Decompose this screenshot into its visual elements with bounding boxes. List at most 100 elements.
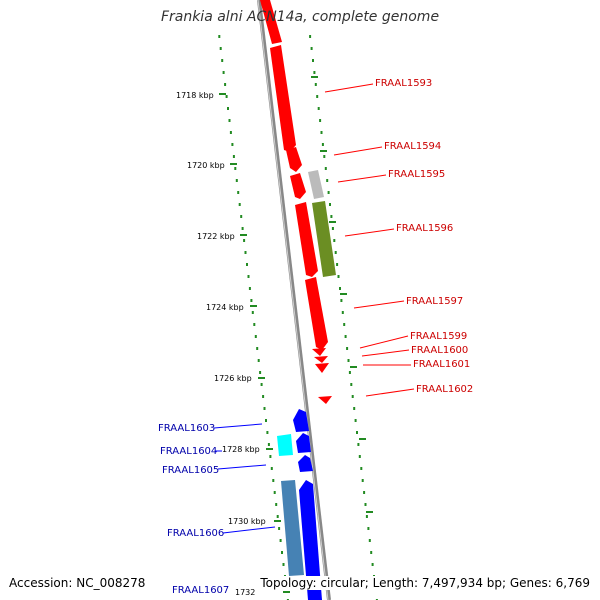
left-guide-dot — [232, 155, 235, 158]
right-guide-dot — [347, 359, 350, 362]
right-guide-dot — [310, 47, 313, 50]
left-guide-dot — [221, 59, 224, 62]
gene-label-fraal1593[interactable]: FRAAL1593 — [375, 78, 432, 89]
right-guide-dot — [340, 299, 343, 302]
right-guide-dot — [339, 287, 341, 290]
left-guide-dot — [278, 527, 281, 530]
right-guide-dot — [329, 203, 331, 206]
right-guide-dot — [370, 551, 373, 554]
right-guide-dot — [351, 395, 354, 398]
gene-arrow-fraal1599[interactable] — [312, 348, 326, 356]
right-guide-dot — [360, 467, 363, 470]
right-guide-dot — [356, 431, 358, 434]
gene-arrow-fraal1594[interactable] — [286, 147, 302, 172]
gene-label-fraal1597[interactable]: FRAAL1597 — [406, 296, 463, 307]
gene-block-gray[interactable] — [308, 170, 324, 199]
left-guide-dot — [250, 299, 253, 302]
gene-block-cyan[interactable] — [277, 434, 293, 456]
gene-label-fraal1607[interactable]: FRAAL1607 — [172, 585, 229, 596]
gene-arrow-fraal1592[interactable] — [260, 0, 282, 44]
gene-arrow-fraal1601[interactable] — [315, 363, 329, 373]
gene-arrow-fraal1595-fwd[interactable] — [290, 173, 306, 199]
right-guide-dot — [327, 191, 330, 194]
gene-label-fraal1606[interactable]: FRAAL1606 — [167, 528, 224, 539]
scale-label-1722: 1722 kbp — [197, 232, 235, 241]
right-guide-dot — [350, 383, 353, 386]
gene-label-fraal1601[interactable]: FRAAL1601 — [413, 359, 470, 370]
gene-arrow-fraal1603[interactable] — [293, 409, 309, 432]
right-guide-dot — [348, 371, 351, 374]
gene-label-fraal1596[interactable]: FRAAL1596 — [396, 223, 453, 234]
left-guide-dot — [263, 407, 266, 410]
right-guide-dot — [334, 251, 337, 254]
gene-label-fraal1605[interactable]: FRAAL1605 — [162, 465, 219, 476]
gene-arrow-fraal1607[interactable] — [308, 594, 322, 600]
major-tick-right — [350, 366, 357, 368]
right-guide-dot — [358, 455, 361, 458]
left-guide-dot — [224, 83, 227, 86]
left-guide-dot — [269, 455, 272, 458]
right-guide-dot — [365, 515, 368, 518]
left-guide-dot — [275, 503, 278, 506]
right-guide-dot — [343, 323, 346, 326]
right-guide-dot — [361, 479, 364, 482]
gene-arrow-fraal1606[interactable] — [299, 480, 322, 600]
gene-arrow-fraal1596-fwd[interactable] — [295, 202, 318, 277]
major-tick-right — [366, 511, 373, 513]
gene-label-fraal1600[interactable]: FRAAL1600 — [411, 345, 468, 356]
major-tick-left — [283, 591, 290, 593]
right-guide-dot — [317, 107, 320, 110]
right-gene-labels: FRAAL1593 FRAAL1594 FRAAL1595 FRAAL1596 … — [324, 78, 473, 397]
gene-block-olive[interactable] — [312, 201, 336, 277]
left-guide-dot — [279, 539, 282, 542]
right-guide-dot — [314, 83, 317, 86]
gene-block-steel[interactable] — [281, 480, 304, 576]
gene-arrow-fraal1593[interactable] — [270, 45, 296, 152]
right-guide-dot — [346, 347, 349, 350]
gene-label-fraal1595[interactable]: FRAAL1595 — [388, 169, 445, 180]
major-tick-right — [311, 76, 318, 78]
left-guide-dot — [241, 227, 244, 230]
gene-label-fraal1594[interactable]: FRAAL1594 — [384, 141, 441, 152]
right-guide-dot — [326, 179, 329, 182]
left-guide-dot — [262, 395, 265, 398]
gene-label-fraal1604[interactable]: FRAAL1604 — [160, 446, 217, 457]
scale-label-1724: 1724 kbp — [206, 303, 244, 312]
gene-arrow-fraal1597[interactable] — [305, 277, 328, 350]
right-guide-dot — [353, 407, 356, 410]
major-tick-left — [258, 377, 265, 379]
left-guide-dot — [219, 47, 222, 50]
gene-arrow-fraal1602[interactable] — [318, 396, 332, 404]
right-guide-dot — [313, 71, 316, 74]
left-guide-dot — [281, 551, 283, 554]
left-guide-dot — [265, 419, 267, 422]
left-guide-dot — [253, 323, 256, 326]
left-guide-dot — [231, 143, 234, 146]
left-guide-dot — [267, 443, 270, 446]
scale-label-1718: 1718 kbp — [176, 91, 214, 100]
gene-label-fraal1599[interactable]: FRAAL1599 — [410, 331, 467, 342]
left-guide-dot — [218, 35, 221, 38]
right-guide-dot — [323, 155, 326, 158]
gene-arrow-fraal1600[interactable] — [314, 356, 328, 363]
left-gene-labels: FRAAL1603 FRAAL1604 FRAAL1605 FRAAL1606 … — [158, 423, 276, 596]
right-guide-dot — [357, 443, 360, 446]
gene-label-fraal1602[interactable]: FRAAL1602 — [416, 384, 473, 395]
right-guide-dot — [367, 527, 370, 530]
major-tick-left — [266, 448, 273, 450]
gene-arrow-fraal1604[interactable] — [296, 433, 311, 453]
scale-label-1732: 1732 — [235, 588, 255, 597]
right-guide-dot — [331, 227, 334, 230]
scale-label-1730: 1730 kbp — [228, 517, 266, 526]
left-guide-dot — [273, 491, 276, 494]
left-guide-dot — [229, 131, 232, 134]
left-guide-dot — [237, 191, 240, 194]
left-guide-dot — [248, 287, 251, 290]
gene-label-fraal1603[interactable]: FRAAL1603 — [158, 423, 215, 434]
left-guide-dot — [282, 563, 285, 566]
left-guide-dot — [251, 311, 254, 314]
gene-arrow-fraal1605[interactable] — [298, 455, 313, 472]
left-guide-dot — [234, 167, 237, 170]
left-guide-dot — [235, 179, 238, 182]
